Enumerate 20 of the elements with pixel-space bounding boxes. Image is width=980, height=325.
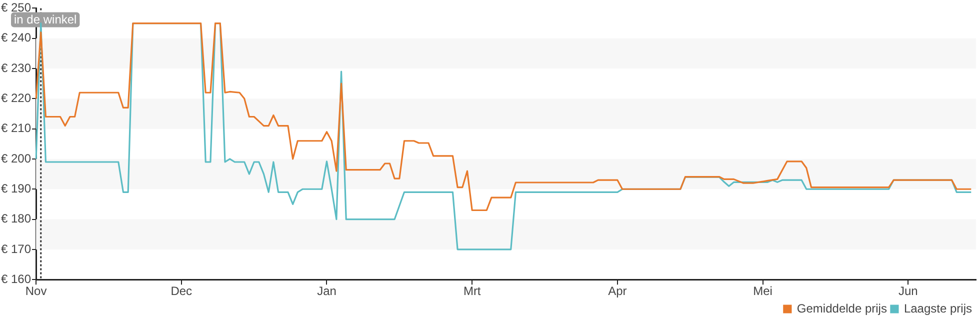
y-tick-label: € 200 bbox=[1, 151, 32, 166]
y-tick-label: € 240 bbox=[1, 30, 32, 45]
x-tick-label: Nov bbox=[25, 284, 47, 298]
x-tick-label: Mrt bbox=[463, 284, 482, 298]
y-tick-label: € 210 bbox=[1, 121, 32, 136]
y-tick-label: € 190 bbox=[1, 181, 32, 196]
annotation: in de winkel bbox=[14, 12, 77, 27]
y-tick-label: € 230 bbox=[1, 60, 32, 75]
x-tick-label: Jan bbox=[317, 284, 336, 298]
legend-label: Laagste prijs bbox=[904, 301, 972, 316]
y-tick-label: € 180 bbox=[1, 212, 32, 226]
x-tick-label: Jun bbox=[898, 284, 918, 298]
x-tick-label: Dec bbox=[170, 284, 192, 298]
y-tick-label: € 250 bbox=[1, 0, 32, 15]
x-tick-label: Mei bbox=[753, 284, 772, 298]
y-tick-label: € 220 bbox=[1, 90, 32, 105]
x-tick-label: Apr bbox=[608, 284, 627, 298]
y-tick-label: € 170 bbox=[1, 242, 32, 256]
y-tick-label: € 160 bbox=[1, 272, 32, 286]
legend-label: Gemiddelde prijs bbox=[796, 301, 887, 316]
